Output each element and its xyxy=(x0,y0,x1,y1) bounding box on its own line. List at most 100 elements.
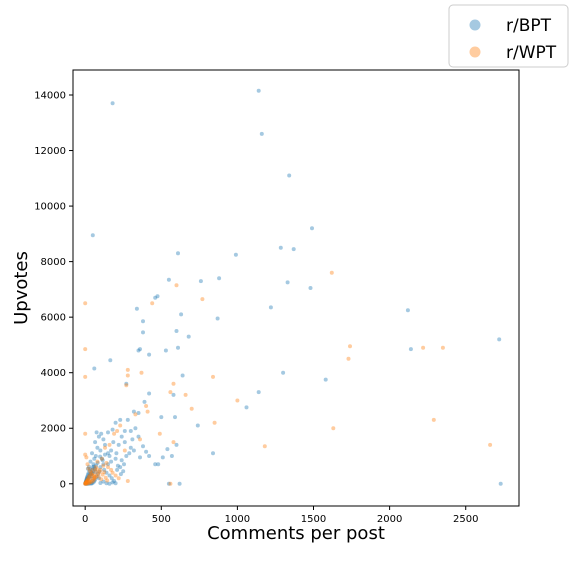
data-point xyxy=(111,440,116,445)
data-point xyxy=(90,481,94,486)
data-point xyxy=(122,429,127,433)
data-point xyxy=(99,456,104,461)
data-point xyxy=(128,429,133,433)
data-point xyxy=(94,474,99,479)
data-point xyxy=(171,381,176,386)
data-point xyxy=(168,390,173,395)
data-point xyxy=(101,437,106,442)
data-point xyxy=(186,334,191,339)
data-point xyxy=(88,480,93,485)
data-point xyxy=(84,479,89,484)
data-point xyxy=(163,348,168,353)
data-point xyxy=(122,462,126,467)
data-point xyxy=(195,423,200,428)
data-point xyxy=(83,347,88,352)
data-point xyxy=(94,430,99,435)
data-point xyxy=(115,429,120,433)
data-point xyxy=(323,377,328,382)
data-point xyxy=(93,477,98,482)
data-point xyxy=(153,462,158,467)
data-point xyxy=(134,306,139,311)
data-point xyxy=(156,462,161,467)
data-point xyxy=(91,474,96,478)
data-point xyxy=(144,449,149,454)
data-point xyxy=(88,477,93,482)
data-point xyxy=(83,481,88,486)
data-point xyxy=(83,481,88,486)
data-point xyxy=(125,373,130,378)
y-tick-label: 12000 xyxy=(34,146,66,157)
data-point xyxy=(174,283,179,288)
data-point xyxy=(108,358,113,363)
data-point xyxy=(83,481,88,486)
data-point xyxy=(93,475,98,480)
data-point xyxy=(173,415,177,420)
x-axis-title: Comments per post xyxy=(207,523,385,544)
data-point xyxy=(268,305,273,310)
data-point xyxy=(107,473,112,478)
plot-area-frame xyxy=(72,69,520,507)
data-point xyxy=(92,479,97,483)
data-point xyxy=(440,345,445,350)
data-point xyxy=(104,461,109,465)
data-point xyxy=(85,477,89,482)
data-point xyxy=(95,460,100,465)
data-point xyxy=(83,481,88,486)
data-point xyxy=(110,480,115,485)
data-point xyxy=(90,479,94,484)
data-point xyxy=(97,470,102,475)
data-point xyxy=(133,412,138,417)
data-point xyxy=(233,252,238,257)
data-point xyxy=(138,347,142,352)
data-point xyxy=(329,270,334,275)
data-point xyxy=(88,472,93,477)
data-point xyxy=(104,470,109,475)
data-point xyxy=(85,466,90,471)
data-point xyxy=(176,345,180,350)
data-point xyxy=(84,478,89,483)
data-point xyxy=(131,409,136,414)
data-point xyxy=(122,440,127,445)
data-point xyxy=(109,448,114,453)
data-point xyxy=(96,434,101,439)
data-point xyxy=(259,131,264,136)
data-point xyxy=(93,465,98,470)
data-point xyxy=(83,452,88,457)
data-point xyxy=(157,431,162,436)
data-point xyxy=(112,431,117,436)
data-point xyxy=(113,420,118,425)
data-point xyxy=(83,480,88,485)
data-point xyxy=(101,479,106,484)
data-point xyxy=(88,459,93,464)
data-point xyxy=(116,442,121,447)
data-point xyxy=(90,451,94,456)
data-point xyxy=(115,467,120,472)
data-point xyxy=(85,481,89,486)
data-point xyxy=(421,345,426,350)
data-point xyxy=(308,286,313,290)
data-point xyxy=(85,462,90,467)
data-point xyxy=(136,434,141,439)
data-point xyxy=(497,337,502,342)
data-point xyxy=(174,442,179,447)
data-point xyxy=(217,276,222,281)
data-point xyxy=(189,406,194,411)
data-point xyxy=(89,470,94,475)
data-point xyxy=(113,456,118,461)
data-point xyxy=(285,280,290,285)
data-point xyxy=(98,454,103,459)
data-point xyxy=(110,427,115,432)
data-point xyxy=(85,478,90,483)
data-point xyxy=(89,470,94,475)
data-point xyxy=(115,463,120,468)
data-point xyxy=(331,426,336,431)
data-point xyxy=(86,471,91,476)
y-tick-label: 0 xyxy=(60,479,66,490)
series-2 xyxy=(83,270,493,486)
data-point xyxy=(124,381,129,386)
data-point xyxy=(405,308,410,313)
data-point xyxy=(84,479,89,483)
data-point xyxy=(244,405,249,410)
x-tick-label: 0 xyxy=(82,514,88,525)
